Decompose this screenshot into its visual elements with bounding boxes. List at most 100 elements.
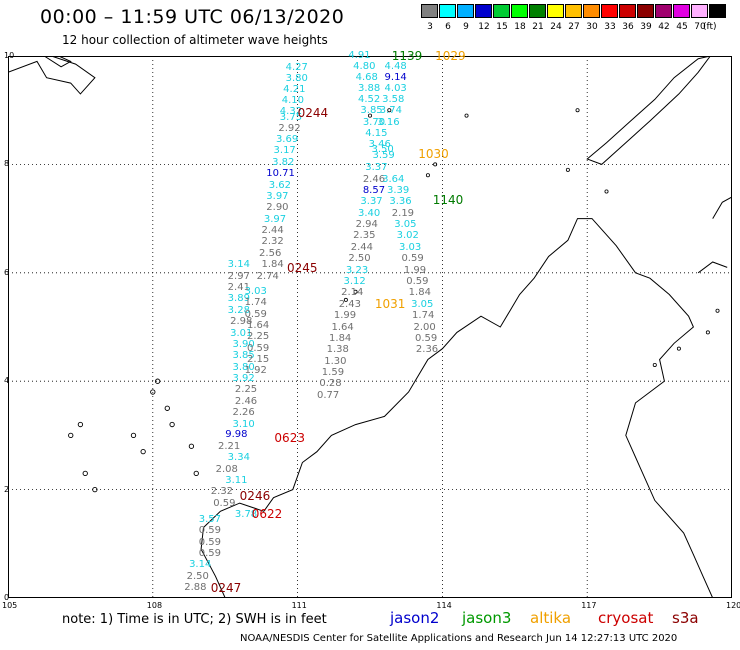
legend-label: 70 xyxy=(694,22,706,32)
legend-swatch xyxy=(655,4,672,18)
pass-time-label: 0246 xyxy=(239,489,271,504)
wave-height-value: 3.85 xyxy=(232,350,255,362)
wave-height-value: 0.59 xyxy=(401,253,424,265)
units-note: note: 1) Time is in UTC; 2) SWH is in fe… xyxy=(62,612,327,627)
wave-height-value: 3.10 xyxy=(232,418,255,430)
island-outline xyxy=(68,432,74,439)
latitude-label: 8 xyxy=(4,159,10,169)
wave-height-value: 0.59 xyxy=(198,548,221,560)
wave-height-value: 3.14 xyxy=(227,259,250,271)
wave-height-value: 4.03 xyxy=(384,82,407,94)
wave-height-value: 1.30 xyxy=(324,355,347,367)
legend-swatch xyxy=(691,4,708,18)
wave-height-value: 2.00 xyxy=(413,321,436,333)
wave-height-value: 2.90 xyxy=(266,202,289,214)
wave-height-value: 3.80 xyxy=(285,72,308,84)
wave-height-value: 3.64 xyxy=(382,173,405,185)
wave-height-value: 2.46 xyxy=(362,173,386,185)
wave-height-value: 3.03 xyxy=(244,285,267,297)
wave-height-value: 2.25 xyxy=(234,384,258,396)
island-outline xyxy=(154,378,161,384)
wave-height-value: 3.57 xyxy=(198,513,221,525)
wave-height-value: 2.44 xyxy=(350,241,374,253)
reef-outline xyxy=(343,297,348,302)
wave-height-value: 3.89 xyxy=(227,293,250,305)
wave-height-value: 3.85 xyxy=(360,105,383,117)
wave-height-value: 4.10 xyxy=(281,94,304,106)
legend-swatch xyxy=(529,4,546,18)
wave-height-value: 3.17 xyxy=(273,145,296,157)
wave-height-value: 4.80 xyxy=(353,60,376,72)
map-canvas xyxy=(8,56,732,598)
legend-swatch xyxy=(565,4,582,18)
wave-height-value: 2.25 xyxy=(246,331,270,343)
wave-height-value: 3.74 xyxy=(379,105,402,117)
wave-height-value: 2.26 xyxy=(232,407,255,419)
wave-height-value: 2.97 xyxy=(227,270,250,282)
longitude-label: 111 xyxy=(291,601,307,610)
wave-height-value: 3.58 xyxy=(382,93,405,105)
wave-height-value: 3.50 xyxy=(371,144,394,156)
wave-height-value: 4.91 xyxy=(348,50,371,61)
reef-outline xyxy=(565,167,570,172)
wave-height-value: 2.36 xyxy=(415,344,439,356)
wave-height-value: 2.43 xyxy=(338,298,361,310)
wave-height-value: 2.46 xyxy=(234,395,258,407)
wave-height-value: 0.59 xyxy=(246,342,270,354)
wave-height-value: 3.97 xyxy=(263,213,287,225)
wave-height-value: 3.82 xyxy=(272,156,295,168)
wave-height-value: 2.56 xyxy=(259,247,282,259)
wave-height-value: 2.35 xyxy=(353,230,376,242)
wave-height-value: 0.59 xyxy=(198,525,221,537)
latitude-label: 4 xyxy=(4,376,10,386)
mission-label-jason2: jason2 xyxy=(390,609,440,627)
wave-height-value: 1.74 xyxy=(244,297,267,309)
reef-outline xyxy=(575,108,580,113)
wave-height-value: 3.02 xyxy=(396,230,419,242)
wave-height-value: 3.62 xyxy=(268,179,291,191)
wave-height-value: 2.88 xyxy=(184,582,207,594)
mission-label-jason3: jason3 xyxy=(462,609,512,627)
wave-height-value: 3.01 xyxy=(230,327,253,339)
wave-height-value: 2.98 xyxy=(230,316,253,328)
island-outline xyxy=(43,56,72,68)
legend-label: 36 xyxy=(622,22,634,32)
legend-label: 24 xyxy=(550,22,562,32)
latitude-label: 10 xyxy=(4,51,15,60)
legend-label: 6 xyxy=(445,22,451,32)
island-outline xyxy=(140,449,146,455)
legend-label: 45 xyxy=(676,22,688,32)
wave-height-value: 0.59 xyxy=(406,276,429,287)
island-outline xyxy=(188,443,195,449)
reef-outline xyxy=(604,189,609,194)
wave-height-value: 3.80 xyxy=(232,361,255,373)
wave-height-value: 4.27 xyxy=(285,61,308,73)
wave-height-value: 2.94 xyxy=(355,219,378,231)
pass-time-label: 0623 xyxy=(274,431,305,446)
wave-height-value: 2.32 xyxy=(261,236,284,248)
wave-height-value: 2.15 xyxy=(246,354,270,366)
mission-label-s3a: s3a xyxy=(672,609,699,627)
legend-label: 33 xyxy=(604,22,616,32)
pass-time-label: 0622 xyxy=(251,506,283,521)
reef-outline xyxy=(353,289,358,294)
map-subtitle: 12 hour collection of altimeter wave hei… xyxy=(62,33,328,47)
wave-height-value: 0.28 xyxy=(319,378,342,390)
latitude-label: 6 xyxy=(4,267,10,277)
legend-label: 15 xyxy=(496,22,508,32)
legend-label: 42 xyxy=(658,22,670,32)
latitude-label: 0 xyxy=(4,593,10,602)
wave-height-value: 2.32 xyxy=(210,486,234,498)
pass-time-label: 0244 xyxy=(297,105,329,120)
wave-height-value: 1.74 xyxy=(412,310,435,322)
island-outline xyxy=(164,405,170,411)
wave-height-value: 3.16 xyxy=(377,116,400,128)
wave-height-value: 3.11 xyxy=(225,474,248,486)
reef-outline xyxy=(387,108,392,113)
wave-height-value: 1.92 xyxy=(244,365,267,377)
wave-height-value: 4.15 xyxy=(365,128,388,140)
wave-height-value: 3.05 xyxy=(411,298,434,310)
legend-swatch xyxy=(673,4,690,18)
wave-height-value: 3.37 xyxy=(360,196,383,208)
wave-height-value: 1.84 xyxy=(261,259,284,271)
